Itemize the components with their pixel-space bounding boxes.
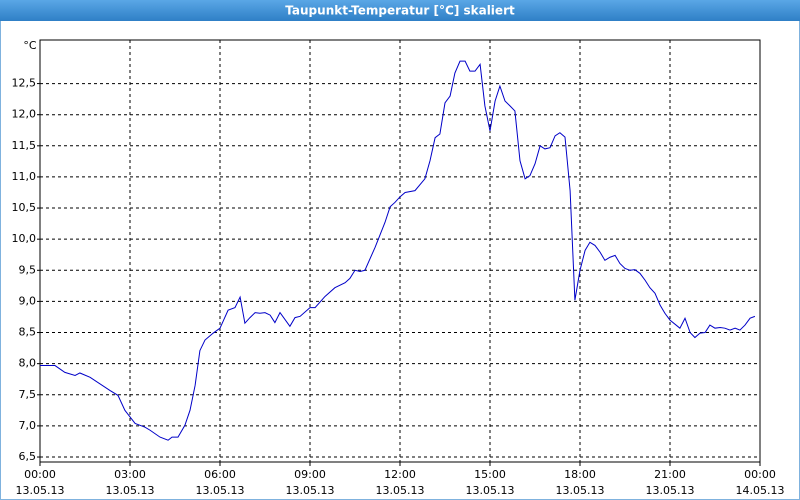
x-tick-date: 13.05.13 (556, 484, 605, 497)
x-tick-date: 13.05.13 (646, 484, 695, 497)
x-tick-date: 13.05.13 (286, 484, 335, 497)
x-tick-label: 15:00 (474, 468, 506, 481)
x-tick-date: 13.05.13 (196, 484, 245, 497)
y-tick-label: 11,5 (12, 139, 37, 152)
x-tick-label: 00:00 (24, 468, 56, 481)
y-tick-label: 8,0 (19, 357, 37, 370)
y-tick-label: 7,0 (19, 419, 37, 432)
title-bar (0, 0, 800, 21)
y-tick-label: 9,0 (19, 294, 37, 307)
chart-title: Taupunkt-Temperatur [°C] skaliert (285, 4, 515, 18)
x-tick-date: 14.05.13 (736, 484, 785, 497)
y-tick-label: 11,0 (12, 170, 37, 183)
x-tick-label: 06:00 (204, 468, 236, 481)
x-tick-date: 13.05.13 (376, 484, 425, 497)
x-tick-label: 00:00 (744, 468, 776, 481)
y-tick-label: 10,5 (12, 201, 37, 214)
y-tick-label: 7,5 (19, 388, 37, 401)
y-tick-label: 12,5 (12, 77, 37, 90)
x-tick-label: 09:00 (294, 468, 326, 481)
y-tick-label: 8,5 (19, 326, 37, 339)
x-tick-label: 03:00 (114, 468, 146, 481)
y-tick-label: 12,0 (12, 108, 37, 121)
x-tick-label: 21:00 (654, 468, 686, 481)
x-tick-label: 18:00 (564, 468, 596, 481)
data-line (40, 60, 756, 441)
x-tick-label: 12:00 (384, 468, 416, 481)
y-unit: °C (23, 39, 37, 52)
x-tick-date: 13.05.13 (466, 484, 515, 497)
x-tick-date: 13.05.13 (106, 484, 155, 497)
x-tick-date: 13.05.13 (16, 484, 65, 497)
y-tick-label: 6,5 (19, 450, 37, 463)
y-tick-label: 10,0 (12, 232, 37, 245)
y-tick-label: 9,5 (19, 263, 37, 276)
